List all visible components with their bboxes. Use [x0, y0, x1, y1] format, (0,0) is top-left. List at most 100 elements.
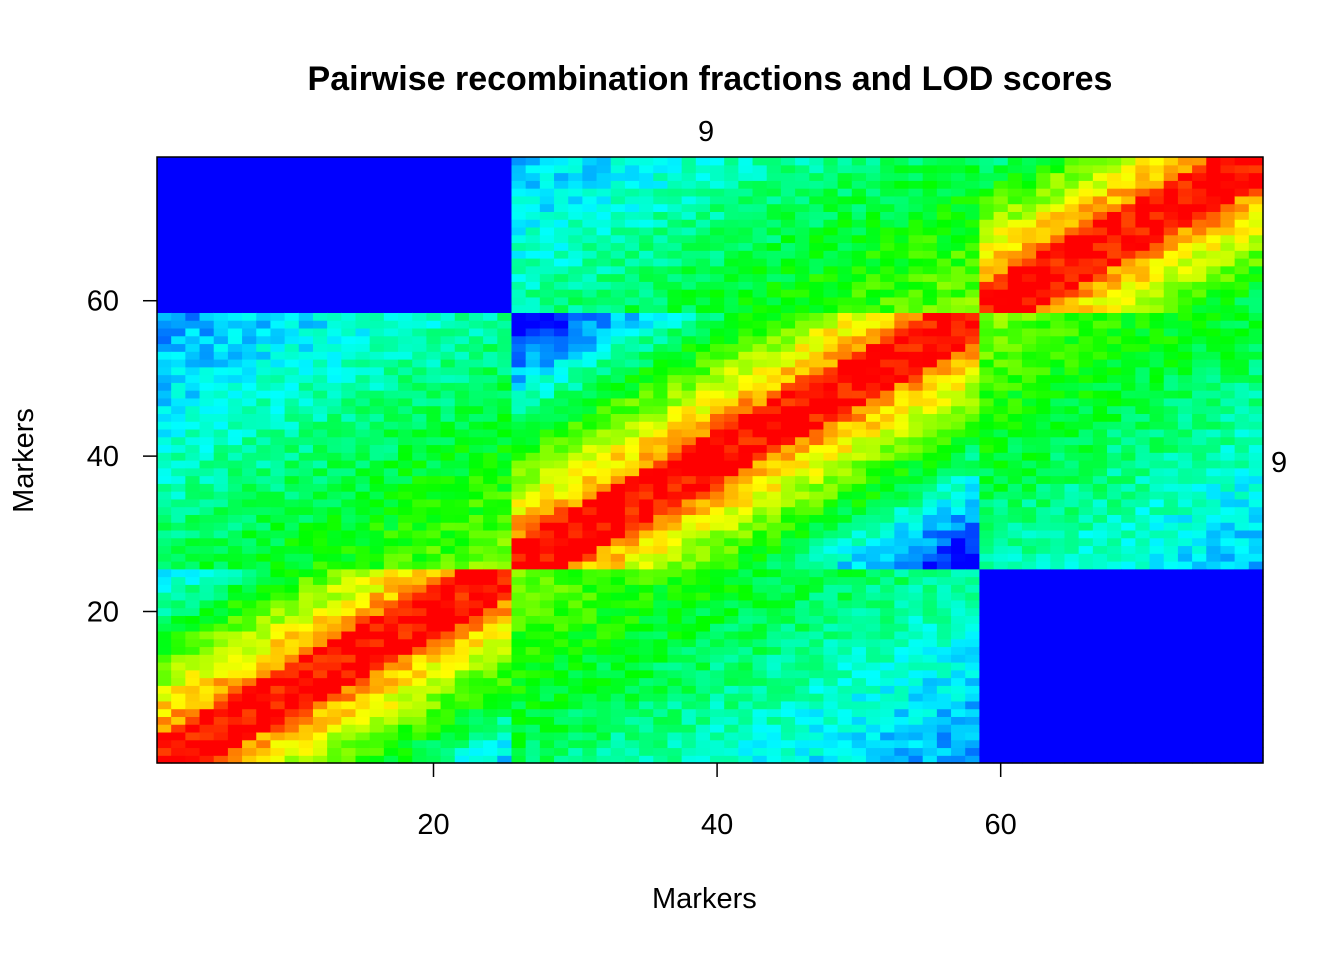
heatmap-cell [511, 553, 527, 562]
heatmap-cell [1050, 320, 1066, 329]
heatmap-cell [398, 630, 413, 640]
heatmap-cell [894, 677, 910, 686]
heatmap-cell [227, 739, 243, 749]
heatmap-cell [270, 273, 286, 282]
heatmap-cell [554, 677, 569, 686]
heatmap-cell [468, 250, 484, 259]
heatmap-cell [383, 281, 399, 290]
heatmap-cell [667, 234, 683, 244]
heatmap-cell [795, 599, 810, 609]
heatmap-cell [1050, 677, 1066, 686]
heatmap-cell [653, 537, 669, 547]
heatmap-cell [922, 351, 938, 360]
heatmap-cell [454, 460, 470, 469]
heatmap-cell [185, 491, 201, 500]
heatmap-cell [951, 265, 966, 275]
heatmap-cell [837, 545, 853, 554]
heatmap-cell [213, 366, 229, 376]
heatmap-cell [468, 320, 484, 329]
heatmap-cell [738, 289, 754, 298]
heatmap-cell [766, 219, 782, 228]
heatmap-cell [979, 366, 995, 376]
heatmap-cell [298, 452, 314, 461]
heatmap-cell [1050, 638, 1066, 648]
heatmap-cell [993, 421, 1009, 430]
heatmap-cell [653, 452, 669, 461]
heatmap-cell [468, 654, 484, 663]
heatmap-cell [568, 662, 583, 671]
heatmap-cell [398, 327, 413, 337]
heatmap-cell [568, 164, 583, 174]
heatmap-cell [582, 312, 598, 321]
heatmap-cell [185, 327, 201, 337]
heatmap-cell [993, 226, 1009, 236]
heatmap-cell [539, 366, 555, 376]
heatmap-cell [752, 281, 768, 290]
heatmap-cell [965, 226, 981, 236]
heatmap-cell [213, 242, 229, 251]
heatmap-cell [383, 390, 399, 399]
heatmap-cell [639, 522, 654, 531]
heatmap-cell [369, 460, 385, 469]
heatmap-cell [965, 234, 981, 244]
heatmap-cell [213, 506, 229, 515]
heatmap-cell [242, 366, 257, 376]
heatmap-cell [426, 460, 442, 469]
heatmap-cell [582, 491, 598, 500]
heatmap-cell [426, 405, 442, 414]
heatmap-cell [227, 592, 243, 601]
heatmap-cell [298, 522, 314, 531]
heatmap-cell [582, 630, 598, 640]
heatmap-cell [383, 405, 399, 414]
heatmap-cell [965, 390, 981, 399]
heatmap-cell [312, 320, 328, 329]
heatmap-cell [936, 265, 952, 275]
heatmap-cell [653, 576, 669, 585]
heatmap-cell [270, 708, 286, 717]
heatmap-cell [242, 677, 257, 686]
heatmap-cell [312, 638, 328, 648]
heatmap-cell [398, 607, 413, 616]
heatmap-cell [497, 335, 513, 345]
heatmap-cell [157, 320, 172, 329]
heatmap-cell [922, 545, 938, 554]
heatmap-cell [667, 685, 683, 694]
heatmap-cell [327, 382, 342, 391]
heatmap-cell [710, 351, 725, 360]
heatmap-cell [242, 374, 257, 383]
heatmap-cell [837, 731, 853, 741]
heatmap-cell [823, 219, 839, 228]
heatmap-cell [582, 436, 598, 446]
heatmap-cell [554, 747, 569, 756]
heatmap-cell [185, 180, 201, 189]
heatmap-cell [596, 304, 612, 313]
heatmap-cell [483, 529, 498, 539]
heatmap-cell [752, 195, 768, 205]
heatmap-cell [610, 475, 626, 484]
heatmap-cell [213, 654, 229, 663]
heatmap-cell [809, 708, 825, 717]
heatmap-cell [993, 615, 1009, 624]
heatmap-cell [582, 242, 598, 251]
heatmap-cell [242, 188, 257, 197]
heatmap-cell [766, 180, 782, 189]
heatmap-cell [171, 561, 186, 570]
heatmap-cell [936, 700, 952, 710]
heatmap-cell [497, 250, 513, 259]
heatmap-cell [497, 506, 513, 515]
heatmap-cell [369, 561, 385, 570]
heatmap-cell [851, 755, 867, 764]
heatmap-cell [582, 428, 598, 438]
heatmap-cell [398, 405, 413, 414]
heatmap-cell [270, 157, 286, 166]
heatmap-cell [284, 164, 300, 174]
heatmap-cell [596, 188, 612, 197]
heatmap-cell [483, 747, 498, 756]
heatmap-cell [157, 366, 172, 376]
heatmap-cell [979, 677, 995, 686]
heatmap-cell [880, 592, 895, 601]
heatmap-cell [284, 436, 300, 446]
heatmap-cell [369, 584, 385, 593]
heatmap-cell [454, 452, 470, 461]
heatmap-cell [922, 662, 938, 671]
